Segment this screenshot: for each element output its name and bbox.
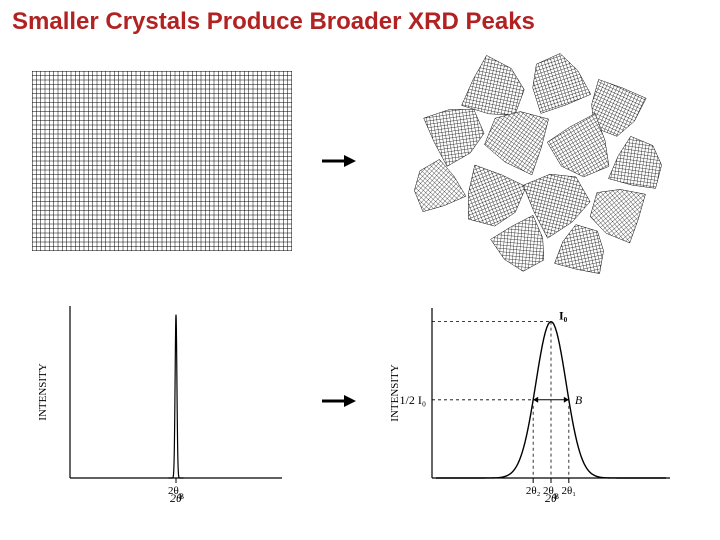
broad-xrd-peak: INTENSITY2θI₀1/2 I₀B2θ₂2θB2θ₁	[384, 296, 684, 506]
svg-text:INTENSITY: INTENSITY	[37, 363, 49, 420]
arrow-bottom	[320, 391, 356, 411]
small-crystals-panel	[364, 46, 704, 276]
svg-text:2θ₂: 2θ₂	[526, 485, 541, 497]
figure-grid: INTENSITY2θ2θB INTENSITY2θI₀1/2 I₀B2θ₂2θ…	[12, 46, 708, 516]
arrow-top	[320, 151, 356, 171]
large-crystal-lattice	[32, 71, 292, 251]
large-crystal-panel	[12, 46, 312, 276]
svg-text:I₀: I₀	[559, 309, 568, 323]
polycrystal-cluster	[369, 46, 699, 276]
svg-text:B: B	[575, 393, 583, 407]
broad-peak-panel: INTENSITY2θI₀1/2 I₀B2θ₂2θB2θ₁	[364, 286, 704, 516]
sharp-peak-panel: INTENSITY2θ2θB	[12, 286, 312, 516]
svg-text:1/2 I₀: 1/2 I₀	[399, 393, 426, 407]
sharp-xrd-peak: INTENSITY2θ2θB	[32, 296, 292, 506]
svg-text:2θ₁: 2θ₁	[562, 485, 577, 497]
page-title: Smaller Crystals Produce Broader XRD Pea…	[12, 8, 708, 36]
